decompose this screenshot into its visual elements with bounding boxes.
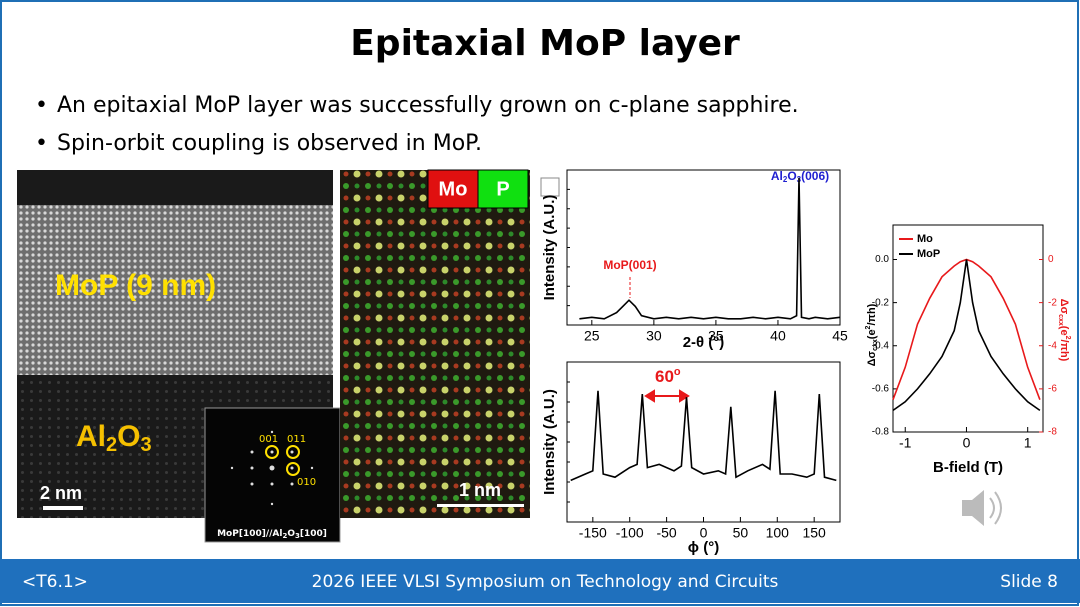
slide-title: Epitaxial MoP layer	[350, 23, 740, 64]
y-tick-label: 0.0	[875, 254, 889, 265]
x-tick-label: 35	[708, 328, 724, 344]
speaker-icon	[962, 490, 1002, 526]
footer-bar	[0, 559, 1080, 603]
x-tick-label: 1	[1024, 435, 1032, 451]
annotation-arrow	[644, 389, 690, 403]
bullet: An epitaxial MoP layer was successfully …	[57, 93, 799, 118]
data-line	[892, 258, 1041, 400]
x-tick-label: 40	[770, 328, 786, 344]
y-axis-label: Intensity (A.U.)	[541, 389, 558, 495]
plot-frame	[566, 361, 841, 523]
al2o3-label: Al2O3	[76, 420, 152, 456]
footer-left: <T6.1>	[22, 572, 88, 592]
eds-map: Mo P 1 nm	[340, 169, 530, 518]
y-axis-label: Intensity (A.U.)	[541, 195, 558, 301]
y2-tick-label: -2	[1048, 297, 1057, 308]
fft-caption: MoP[100]//Al2O3[100]	[217, 529, 327, 541]
bullet-dot: •	[35, 93, 48, 118]
fft-spot: 010	[297, 477, 316, 488]
x-axis-label: 2-θ (°)	[683, 334, 725, 351]
data-line	[579, 177, 841, 320]
fft-inset: 001 011 010 MoP[100]//Al2O3[100]	[204, 407, 341, 543]
y2-axis-label: Δσcxx(e2/πh)	[1057, 299, 1071, 362]
y2-tick-label: -8	[1048, 427, 1057, 438]
data-line	[570, 390, 837, 482]
footer-center: 2026 IEEE VLSI Symposium on Technology a…	[312, 572, 779, 592]
data-line	[892, 259, 1041, 412]
x-tick-label: 150	[802, 525, 826, 541]
x-tick-label: 30	[646, 328, 662, 344]
eds-legend: P	[496, 178, 509, 200]
x-tick-label: 50	[733, 525, 749, 541]
plot-frame	[892, 224, 1044, 433]
x-tick-label: 25	[584, 328, 600, 344]
y-tick-label: -0.4	[872, 340, 890, 351]
footer-right: Slide 8	[1000, 572, 1058, 592]
scale-label: 1 nm	[459, 480, 501, 500]
x-axis-label: ϕ (°)	[688, 539, 719, 556]
chart-icon	[540, 177, 560, 197]
x-axis-label: B-field (T)	[933, 459, 1003, 476]
bullet-dot: •	[35, 131, 48, 156]
x-tick-label: 100	[766, 525, 790, 541]
y2-tick-label: 0	[1048, 254, 1054, 265]
annotation: MoP(001)	[603, 258, 656, 272]
x-tick-label: 45	[832, 328, 848, 344]
y2-tick-label: -4	[1048, 340, 1057, 351]
legend-label: Mo	[917, 233, 933, 245]
x-tick-label: -100	[616, 525, 644, 541]
y-axis-label: Δσcxx(e2/πh)	[865, 303, 879, 366]
y-tick-label: -0.6	[872, 384, 890, 395]
bullet: Spin-orbit coupling is observed in MoP.	[57, 131, 482, 156]
y-tick-label: -0.8	[872, 427, 890, 438]
fft-spot: 011	[287, 434, 306, 445]
y-tick-label: -0.2	[872, 297, 890, 308]
x-tick-label: -50	[656, 525, 676, 541]
x-tick-label: 0	[700, 525, 708, 541]
y2-tick-label: -6	[1048, 384, 1057, 395]
fft-spot: 001	[259, 434, 278, 445]
annotation: 60o	[655, 366, 681, 387]
x-tick-label: -150	[579, 525, 607, 541]
eds-legend: Mo	[439, 178, 468, 200]
x-tick-label: -1	[899, 435, 912, 451]
annotation: Al2O3(006)	[771, 169, 829, 184]
mop-label: MoP (9 nm)	[55, 269, 216, 302]
x-tick-label: 0	[963, 435, 971, 451]
legend-label: MoP	[917, 248, 940, 260]
scale-label: 2 nm	[40, 483, 82, 503]
